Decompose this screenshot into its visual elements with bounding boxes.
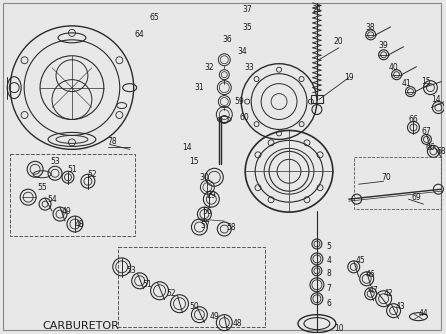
Text: 6: 6 xyxy=(326,299,331,308)
Text: 54: 54 xyxy=(47,195,57,204)
Text: 66: 66 xyxy=(425,143,435,152)
Text: 47: 47 xyxy=(369,286,379,295)
Text: 65: 65 xyxy=(150,13,160,22)
Text: 34: 34 xyxy=(237,47,247,56)
Text: 64: 64 xyxy=(135,30,145,39)
Text: 78: 78 xyxy=(107,137,116,146)
Text: 15: 15 xyxy=(190,157,199,166)
Text: 44: 44 xyxy=(419,309,428,318)
Text: 19: 19 xyxy=(344,73,354,82)
Text: 21: 21 xyxy=(312,5,322,14)
Text: 37: 37 xyxy=(242,5,252,14)
Text: 52: 52 xyxy=(167,289,176,298)
Text: 38: 38 xyxy=(366,23,376,32)
Text: 4: 4 xyxy=(326,257,331,266)
Text: 45: 45 xyxy=(356,257,366,266)
Text: 8: 8 xyxy=(326,269,331,278)
Text: 14: 14 xyxy=(432,95,441,104)
Text: 31: 31 xyxy=(194,83,204,92)
Text: 10: 10 xyxy=(334,324,343,333)
Text: 33: 33 xyxy=(244,63,254,72)
Text: 51: 51 xyxy=(67,165,77,174)
Text: 30: 30 xyxy=(199,173,209,182)
Text: 43: 43 xyxy=(396,302,405,311)
Text: 42: 42 xyxy=(384,289,393,298)
Text: 48: 48 xyxy=(75,219,85,228)
Text: 66: 66 xyxy=(409,115,418,124)
Text: 53: 53 xyxy=(127,266,136,275)
Text: 53: 53 xyxy=(50,157,60,166)
Text: 35: 35 xyxy=(242,23,252,32)
Text: 39: 39 xyxy=(379,41,388,50)
Text: 68: 68 xyxy=(437,147,446,156)
Text: 67: 67 xyxy=(421,127,431,136)
Text: 60: 60 xyxy=(240,113,249,122)
Text: 7: 7 xyxy=(326,284,331,293)
Bar xyxy=(118,247,265,327)
Text: 51: 51 xyxy=(143,280,153,289)
Bar xyxy=(10,154,135,236)
Text: CARBURETOR: CARBURETOR xyxy=(42,321,119,331)
Text: 36: 36 xyxy=(223,35,232,44)
Text: 70: 70 xyxy=(382,173,392,182)
Text: 40: 40 xyxy=(389,63,398,72)
Text: 69: 69 xyxy=(412,193,421,202)
Text: 58: 58 xyxy=(227,222,236,231)
Text: 55: 55 xyxy=(37,183,47,192)
Text: 49: 49 xyxy=(210,312,219,321)
Text: 29: 29 xyxy=(206,191,216,200)
Bar xyxy=(311,95,323,103)
Text: 56: 56 xyxy=(202,207,212,216)
Text: 32: 32 xyxy=(205,63,214,72)
Text: 46: 46 xyxy=(366,270,376,279)
Text: 50: 50 xyxy=(190,302,199,311)
Text: 41: 41 xyxy=(402,79,411,88)
Text: 20: 20 xyxy=(334,37,343,46)
Text: 14: 14 xyxy=(183,143,192,152)
Bar xyxy=(354,157,442,209)
Text: 59: 59 xyxy=(234,97,244,106)
Text: 49: 49 xyxy=(62,207,72,216)
Text: 57: 57 xyxy=(201,220,210,229)
Text: 48: 48 xyxy=(232,319,242,328)
Text: 52: 52 xyxy=(87,170,97,179)
Text: 15: 15 xyxy=(421,77,431,86)
Text: 5: 5 xyxy=(326,242,331,252)
